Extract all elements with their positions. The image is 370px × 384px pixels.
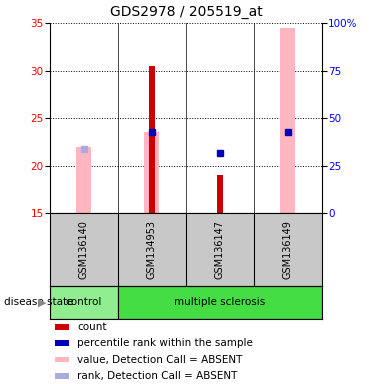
Bar <box>148 66 155 213</box>
Title: GDS2978 / 205519_at: GDS2978 / 205519_at <box>110 5 262 19</box>
Text: percentile rank within the sample: percentile rank within the sample <box>77 338 253 348</box>
Bar <box>56 357 69 362</box>
Bar <box>56 324 69 330</box>
Text: multiple sclerosis: multiple sclerosis <box>174 297 266 308</box>
Text: disease state: disease state <box>4 297 73 308</box>
Text: rank, Detection Call = ABSENT: rank, Detection Call = ABSENT <box>77 371 238 381</box>
Bar <box>77 147 91 213</box>
Text: GSM134953: GSM134953 <box>147 220 157 279</box>
Text: GSM136147: GSM136147 <box>215 220 225 279</box>
Text: count: count <box>77 322 107 332</box>
Bar <box>144 132 159 213</box>
Bar <box>56 373 69 379</box>
Bar <box>118 286 322 319</box>
Text: value, Detection Call = ABSENT: value, Detection Call = ABSENT <box>77 354 242 364</box>
Text: GSM136140: GSM136140 <box>79 220 89 279</box>
Bar <box>216 175 223 213</box>
Text: ▶: ▶ <box>38 297 47 308</box>
Bar <box>56 340 69 346</box>
Text: GSM136149: GSM136149 <box>283 220 293 279</box>
Text: control: control <box>66 297 102 308</box>
Bar <box>280 28 295 213</box>
Bar <box>50 286 118 319</box>
